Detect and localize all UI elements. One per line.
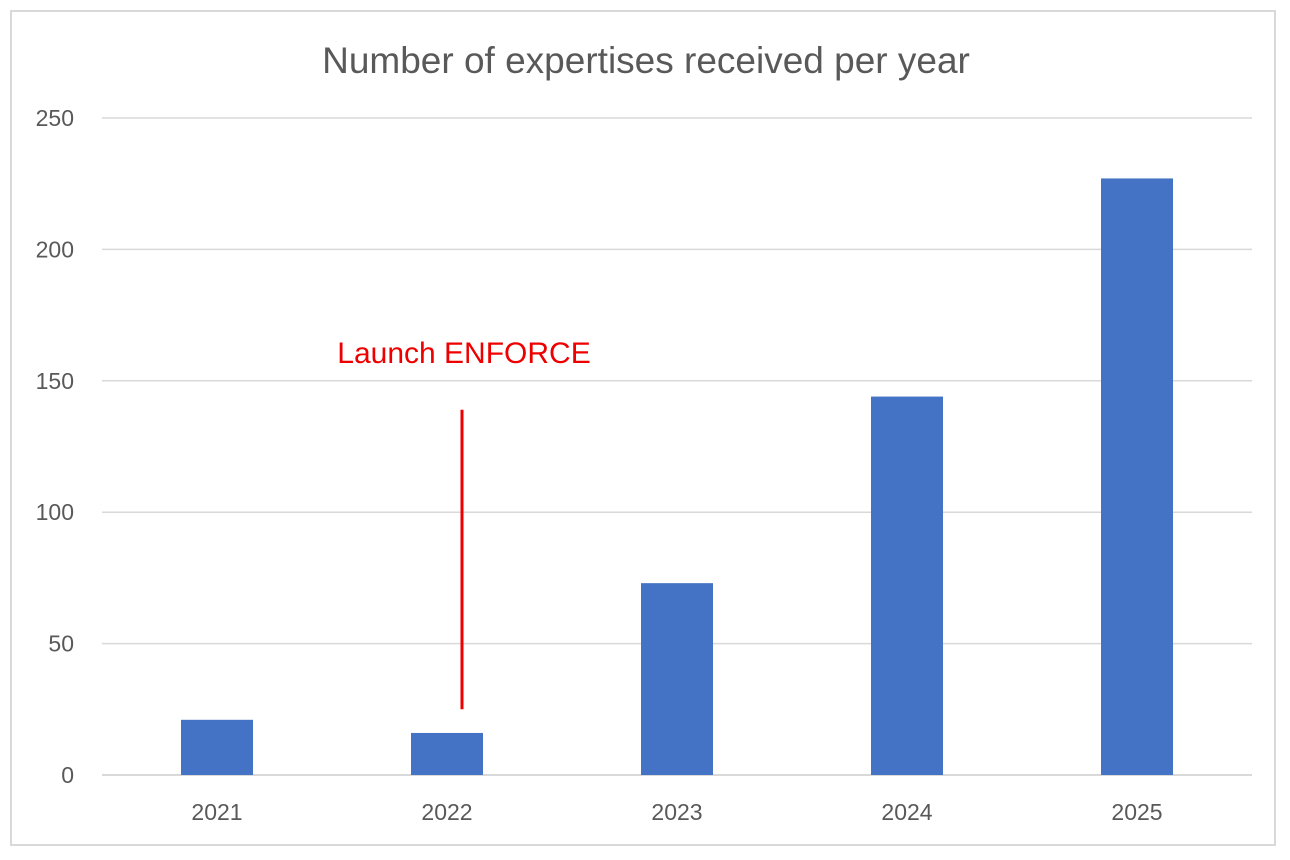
y-tick-label: 0 [61, 762, 74, 788]
bar-2021 [181, 719, 253, 775]
x-tick-label: 2022 [421, 799, 472, 825]
bars [181, 178, 1173, 776]
x-tick-label: 2021 [191, 799, 242, 825]
y-tick-label: 150 [36, 368, 74, 394]
y-tick-label: 50 [48, 631, 74, 657]
annotation-label: Launch ENFORCE [337, 337, 590, 370]
bar-2022 [411, 732, 483, 775]
annotations: Launch ENFORCE [337, 337, 591, 710]
x-tick-label: 2024 [881, 799, 932, 825]
bar-2025 [1101, 178, 1173, 776]
y-tick-label: 100 [36, 499, 74, 525]
bar-2024 [871, 396, 943, 775]
bar-2023 [641, 583, 713, 775]
y-axis-ticks: 0 50 100 150 200 250 [36, 105, 74, 788]
y-tick-label: 250 [36, 105, 74, 131]
y-tick-label: 200 [36, 236, 74, 262]
gridlines [102, 117, 1252, 776]
x-tick-label: 2025 [1111, 799, 1162, 825]
x-axis-ticks: 2021 2022 2023 2024 2025 [191, 799, 1162, 825]
x-tick-label: 2023 [651, 799, 702, 825]
chart-title: Number of expertises received per year [322, 40, 970, 81]
